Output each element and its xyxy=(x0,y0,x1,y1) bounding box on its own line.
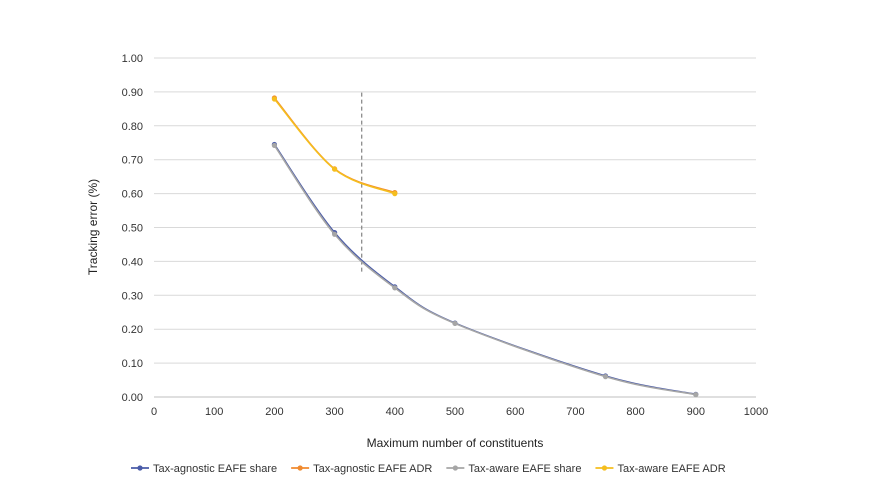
series-4 xyxy=(271,96,398,197)
y-tick-label: 0.90 xyxy=(122,87,143,99)
x-tick-label: 600 xyxy=(506,406,524,418)
x-tick-label: 100 xyxy=(205,406,223,418)
legend-item: Tax-aware EAFE share xyxy=(446,463,581,475)
legend-item: Tax-agnostic EAFE share xyxy=(131,463,277,475)
legend: Tax-agnostic EAFE share Tax-agnostic EAFE… xyxy=(131,463,726,475)
legend-item: Tax-agnostic EAFE ADR xyxy=(291,463,432,475)
data-point xyxy=(693,392,699,398)
series-line xyxy=(273,97,396,194)
legend-label: Tax-aware EAFE ADR xyxy=(617,463,725,475)
data-point xyxy=(452,320,458,327)
series-2 xyxy=(271,95,398,196)
y-tick-label: 0.60 xyxy=(122,189,143,201)
y-tick-label: 0.40 xyxy=(122,256,143,268)
legend-swatch-marker xyxy=(452,465,458,471)
gridlines xyxy=(154,57,756,398)
y-tick-label: 0.00 xyxy=(122,392,143,404)
x-axis-ticks: 0 100 200 300 400 500 600 700 800 900 1000 xyxy=(151,406,768,418)
data-point xyxy=(602,374,609,380)
data-point xyxy=(392,285,398,291)
x-axis-title: Maximum number of constituents xyxy=(367,436,544,450)
y-tick-label: 0.50 xyxy=(122,223,143,235)
legend-label: Tax-agnostic EAFE ADR xyxy=(313,463,432,475)
legend-label: Tax-aware EAFE share xyxy=(468,463,581,475)
x-tick-label: 400 xyxy=(386,406,404,418)
legend-item: Tax-aware EAFE ADR xyxy=(595,463,726,475)
series-line xyxy=(273,145,696,396)
data-point xyxy=(271,142,277,149)
series-3 xyxy=(271,142,699,398)
series-1 xyxy=(271,141,699,397)
legend-label: Tax-agnostic EAFE share xyxy=(153,463,277,475)
series-line xyxy=(273,98,396,195)
y-tick-label: 1.00 xyxy=(122,53,143,65)
y-tick-label: 0.20 xyxy=(122,324,143,336)
y-axis-ticks: 0.00 0.10 0.20 0.30 0.40 0.50 0.60 0.70 0.80 0.90… xyxy=(122,53,143,404)
y-tick-label: 0.10 xyxy=(122,358,143,370)
x-tick-label: 700 xyxy=(566,406,584,418)
series-group xyxy=(271,95,699,398)
x-tick-label: 500 xyxy=(446,406,464,418)
x-tick-label: 1000 xyxy=(744,406,768,418)
data-point xyxy=(271,96,277,102)
data-point xyxy=(332,231,338,237)
x-tick-label: 300 xyxy=(325,406,343,418)
x-tick-label: 200 xyxy=(265,406,283,418)
legend-swatch-marker xyxy=(137,465,143,471)
y-axis-title: Tracking error (%) xyxy=(86,179,100,275)
legend-swatch-marker xyxy=(601,465,608,471)
y-tick-label: 0.30 xyxy=(122,290,143,302)
y-tick-label: 0.70 xyxy=(122,155,143,167)
data-point xyxy=(392,191,398,197)
y-tick-label: 0.80 xyxy=(122,121,143,133)
data-point xyxy=(332,166,338,172)
x-tick-label: 0 xyxy=(151,406,157,418)
legend-swatch-marker xyxy=(297,465,303,471)
series-line xyxy=(273,143,696,396)
x-tick-label: 900 xyxy=(687,406,705,418)
x-tick-label: 800 xyxy=(626,406,644,418)
